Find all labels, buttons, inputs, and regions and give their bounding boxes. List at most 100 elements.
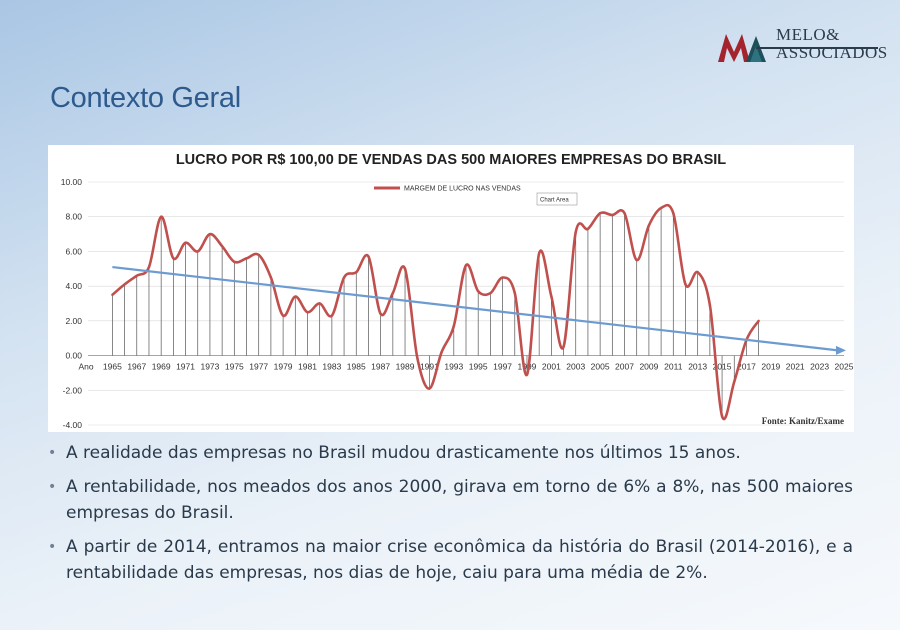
page-title: Contexto Geral [50,82,241,114]
x-tick-label: 1975 [225,362,244,372]
data-point [391,291,395,295]
data-point [196,250,199,253]
x-tick-label: 2015 [713,362,732,372]
trend-line [112,265,839,352]
data-point [135,274,138,277]
data-point [245,257,248,260]
x-tick-label: 1977 [249,362,268,372]
x-tick-label: 1993 [444,362,463,372]
x-tick-label: 1987 [371,362,390,372]
x-tick-label: 1991 [420,362,439,372]
data-point [306,310,309,314]
x-tick-label: 2017 [737,362,756,372]
data-point [598,212,602,215]
data-point [184,241,187,244]
logo-line1: MELO& [776,25,840,44]
data-point [757,319,760,323]
data-point [476,290,480,293]
x-tick-label: 1989 [396,362,415,372]
trend-arrowhead [836,345,846,355]
x-tick-label: 1967 [127,362,146,372]
data-point [659,206,663,210]
company-logo [716,24,886,72]
data-point [123,283,126,286]
bullet-item: A realidade das empresas no Brasil mudou… [48,440,853,466]
x-tick-label: 2001 [542,362,561,372]
y-axis-ticks: 10.00 8.00 6.00 4.00 2.00 0.00 -2.00 -4.00 [61,177,83,430]
drop-lines [112,208,759,417]
x-tick-label: 1971 [176,362,195,372]
y-tick-label: -2.00 [63,385,83,395]
data-point [452,324,456,328]
x-tick-label: 1969 [152,362,171,372]
data-point [525,373,529,376]
y-tick-label: 6.00 [65,246,82,256]
data-point [537,251,541,255]
x-tick-label: 2009 [639,362,658,372]
data-point [403,267,407,270]
data-point [586,227,590,231]
data-point [611,213,614,217]
data-point [355,271,358,274]
data-point [428,387,431,390]
x-tick-label: 2011 [664,362,683,372]
legend-label: MARGEM DE LUCRO NAS VENDAS [404,186,521,193]
x-tick-label: 1973 [200,362,219,372]
bullet-item: A partir de 2014, entramos na maior cris… [48,534,853,586]
data-point [672,212,675,215]
data-point [696,271,699,274]
x-tick-label: 2019 [761,362,780,372]
data-point [257,253,260,257]
bullet-item: A rentabilidade, nos meados dos anos 200… [48,474,853,526]
y-tick-label: 10.00 [61,177,83,187]
data-point [269,276,273,279]
data-point [172,257,175,260]
data-point [513,291,516,295]
line-chart: LUCRO POR R$ 100,00 DE VENDAS DAS 500 MA… [61,152,854,430]
data-point [562,345,565,349]
chart-title: LUCRO POR R$ 100,00 DE VENDAS DAS 500 MA… [176,152,726,168]
x-tick-label: 1979 [274,362,293,372]
bullet-list: A realidade das empresas no Brasil mudou… [48,440,853,594]
x-tick-label: 2005 [591,362,610,372]
data-point [330,314,334,317]
data-point [367,255,370,258]
x-tick-label: 2023 [810,362,829,372]
x-tick-label: 1997 [493,362,512,372]
x-tick-label: 1983 [322,362,341,372]
x-tick-label: 2013 [688,362,707,372]
data-point [294,295,297,298]
data-point [623,212,626,215]
logo-divider [756,47,878,49]
data-point [733,380,736,383]
x-tick-label: 1995 [469,362,488,372]
series-line-margem-de-lucro [111,203,760,421]
data-point [501,276,504,279]
x-tick-label: 1965 [103,362,122,372]
chart-area-annotation: Chart Area [536,192,578,206]
data-point [281,314,285,317]
y-tick-label: 0.00 [65,351,82,361]
y-tick-label: 4.00 [65,281,82,291]
x-tick-label: 2003 [566,362,585,372]
y-tick-label: -4.00 [63,420,83,430]
x-tick-label: Ano [78,362,93,372]
data-point [111,293,114,297]
x-tick-label: 2007 [615,362,634,372]
chart-source: Fonte: Kanitz/Exame [762,416,844,426]
x-tick-label: 2025 [835,362,854,372]
data-point [464,264,468,267]
data-point [440,350,443,354]
data-point [379,312,382,316]
data-point [720,415,724,418]
annotation-box [536,192,578,206]
series-layer [111,203,846,421]
data-point [233,260,236,264]
x-axis-ticks: Ano 1965 1967 1969 1971 1973 1975 1977 1979 1981 1… [78,362,853,372]
data-point [159,215,163,218]
annotation-label: Chart Area [540,198,569,204]
y-tick-label: 8.00 [65,212,82,222]
x-tick-label: 1999 [518,362,537,372]
data-point [684,283,687,286]
data-point [220,245,224,248]
